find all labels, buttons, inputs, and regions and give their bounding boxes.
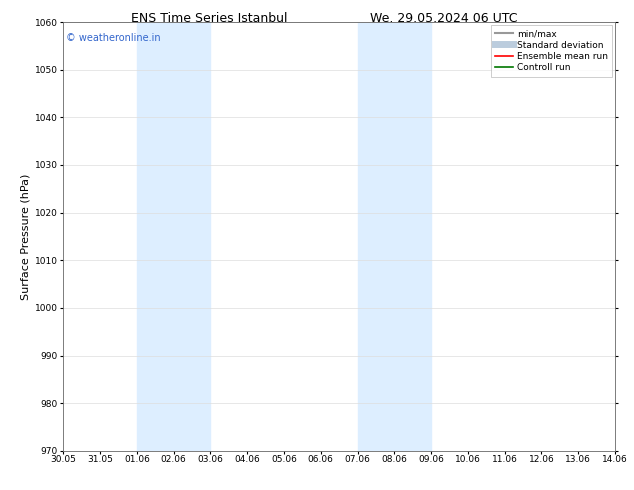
Text: ENS Time Series Istanbul: ENS Time Series Istanbul — [131, 12, 287, 25]
Bar — [137, 22, 210, 451]
Y-axis label: Surface Pressure (hPa): Surface Pressure (hPa) — [21, 173, 30, 299]
Text: © weatheronline.in: © weatheronline.in — [66, 33, 161, 43]
Text: We. 29.05.2024 06 UTC: We. 29.05.2024 06 UTC — [370, 12, 517, 25]
Bar — [358, 22, 431, 451]
Legend: min/max, Standard deviation, Ensemble mean run, Controll run: min/max, Standard deviation, Ensemble me… — [491, 25, 612, 76]
